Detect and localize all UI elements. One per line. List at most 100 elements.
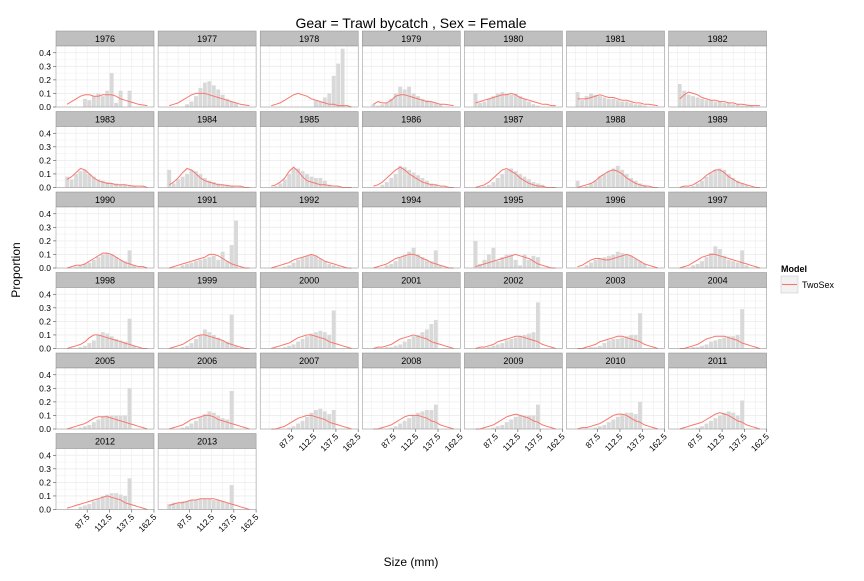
observed-bar [708, 100, 713, 107]
observed-bar [105, 333, 110, 349]
facet-panel-border [55, 45, 155, 108]
observed-bar [216, 500, 221, 510]
observed-bar [713, 101, 718, 107]
observed-bar [305, 336, 309, 349]
observed-bar [78, 265, 83, 268]
observed-bar [731, 178, 736, 188]
observed-bar [491, 96, 496, 107]
observed-bar [83, 263, 87, 268]
observed-bar [234, 220, 238, 268]
observed-bar [91, 96, 96, 107]
observed-bar [522, 334, 527, 349]
observed-bar [433, 250, 438, 268]
model-line-twosex [577, 169, 658, 188]
observed-bar [287, 173, 292, 188]
facet-panel-1994: 1994 [362, 191, 461, 269]
model-line-twosex [577, 253, 658, 269]
observed-bar [398, 165, 403, 188]
observed-bar [100, 254, 105, 268]
observed-bar [411, 247, 416, 268]
facet-strip-label: 1984 [197, 115, 217, 125]
observed-bar [708, 172, 713, 188]
facet-strip-label: 1987 [503, 115, 523, 125]
observed-bar [407, 418, 411, 429]
observed-bar [740, 250, 745, 268]
facet-plot-area [464, 207, 563, 268]
observed-bar [407, 339, 411, 349]
observed-bar [91, 340, 96, 349]
observed-bar [287, 427, 292, 429]
observed-bar [114, 257, 119, 268]
observed-bar [624, 336, 629, 349]
facet-plot-area [56, 126, 154, 188]
observed-bar [495, 261, 500, 268]
observed-bar [220, 340, 225, 349]
facet-plot-area [260, 207, 359, 268]
observed-bar [216, 415, 221, 429]
observed-bar [83, 426, 87, 429]
observed-bar [211, 255, 216, 268]
observed-bar [185, 426, 189, 429]
observed-bar [220, 251, 225, 268]
observed-bar [726, 259, 731, 268]
observed-bar [331, 310, 336, 349]
observed-bar [504, 169, 509, 188]
y-tick-label: 0.0 [39, 424, 51, 434]
observed-bar [620, 169, 625, 188]
x-tick-label: 162.5 [545, 431, 567, 453]
observed-bar [114, 493, 119, 510]
observed-bar [207, 257, 212, 268]
observed-bar [225, 261, 230, 268]
observed-bar [629, 255, 634, 268]
observed-bar [420, 332, 425, 349]
observed-bar [518, 415, 523, 429]
observed-bar [522, 415, 527, 429]
observed-bar [420, 98, 425, 107]
observed-bar [735, 334, 740, 349]
observed-bar [584, 96, 589, 107]
observed-bar [722, 412, 727, 429]
facet-panel-border [464, 367, 563, 430]
observed-bar [638, 401, 642, 429]
facet-strip-label: 1991 [197, 195, 217, 205]
observed-bar [313, 410, 318, 429]
observed-bar [717, 415, 722, 429]
observed-bar [384, 182, 389, 188]
observed-bar [411, 93, 416, 107]
facet-panel-1999: 1999 [157, 272, 257, 349]
observed-bar [611, 168, 616, 188]
observed-bar [513, 93, 518, 107]
observed-bar [597, 426, 602, 429]
observed-bar [535, 404, 540, 429]
observed-bar [433, 184, 438, 188]
facet-panel-border [157, 448, 257, 510]
observed-bar [105, 494, 110, 510]
observed-bar [185, 173, 189, 188]
observed-bar [185, 345, 189, 349]
observed-bar [491, 247, 496, 268]
x-tick-label: 87.5 [583, 431, 602, 450]
model-line-twosex [169, 253, 250, 269]
observed-bar [225, 341, 230, 349]
facet-strip-label: 2007 [299, 356, 319, 366]
facet-plot-area [158, 448, 257, 510]
observed-bar [83, 345, 87, 349]
observed-bar [629, 102, 634, 107]
observed-bar [180, 176, 185, 188]
observed-bar [118, 340, 123, 349]
observed-bar [495, 178, 500, 188]
observed-bar [220, 418, 225, 429]
observed-bar [500, 92, 505, 107]
model-line-twosex [66, 167, 148, 188]
observed-bar [393, 345, 398, 349]
facet-strip-label: 1998 [95, 276, 115, 286]
facet-strip-label: 2003 [605, 276, 625, 286]
observed-bar [114, 415, 119, 429]
observed-bar [486, 347, 491, 349]
facet-panel-1981: 1981 [566, 30, 665, 108]
y-tick-label: 0.3 [39, 303, 51, 313]
observed-bar [109, 183, 114, 188]
observed-bar [331, 410, 336, 429]
facet-panel-border [55, 287, 155, 349]
y-tick-label: 0.4 [39, 289, 51, 299]
